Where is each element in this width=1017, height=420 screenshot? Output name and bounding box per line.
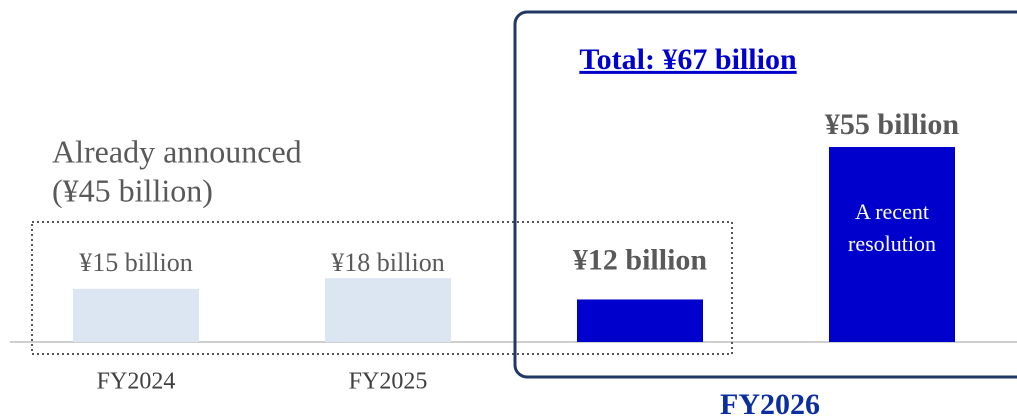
fy2026-box (513, 10, 1017, 379)
total-label: Total: ¥67 billion (579, 43, 797, 76)
value-label: ¥18 billion (331, 248, 444, 277)
x-tick-label: FY2024 (97, 369, 176, 395)
bar (325, 278, 451, 342)
value-label: ¥15 billion (79, 248, 192, 277)
bar-note: A recent (855, 199, 929, 224)
announced-label: Already announced (52, 133, 302, 169)
value-label: ¥12 billion (573, 243, 708, 276)
bar (577, 299, 703, 342)
group-label: FY2026 (720, 388, 820, 420)
announced-box (31, 221, 733, 355)
bar (73, 288, 199, 342)
announced-label: (¥45 billion) (52, 172, 213, 208)
bar (829, 147, 955, 342)
value-label: ¥55 billion (825, 108, 960, 141)
bar-note: resolution (848, 231, 936, 256)
x-tick-label: FY2025 (349, 369, 428, 395)
